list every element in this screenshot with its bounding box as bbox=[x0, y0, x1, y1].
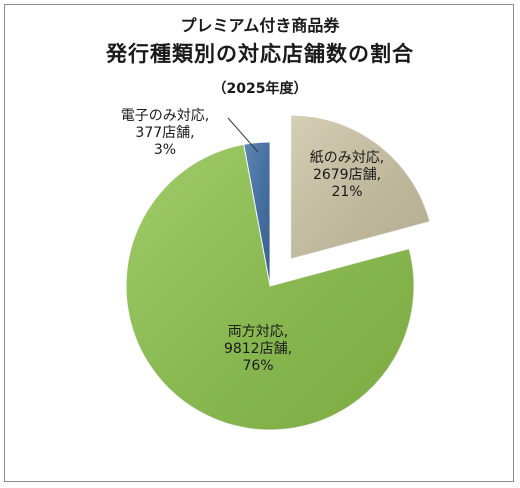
leader-line bbox=[227, 117, 259, 153]
chart-subtitle: 発行種類別の対応店舗数の割合 bbox=[106, 42, 414, 66]
data-label-line: 76% bbox=[242, 358, 273, 374]
data-label-line: 21% bbox=[331, 184, 362, 200]
chart-period: （2025年度） bbox=[212, 81, 308, 97]
data-label-electronic-only: 電子のみ対応, 377店舗, 3% bbox=[121, 108, 209, 158]
data-label-line: 377店舗, bbox=[135, 125, 194, 141]
data-label-line: 紙のみ対応, bbox=[310, 150, 384, 166]
data-label-both: 両方対応, 9812店舗, 76% bbox=[224, 324, 292, 374]
data-label-line: 電子のみ対応, bbox=[121, 108, 209, 124]
data-label-line: 2679店舗, bbox=[313, 167, 381, 183]
chart-title: プレミアム付き商品券 bbox=[180, 16, 340, 35]
data-label-paper-only: 紙のみ対応, 2679店舗, 21% bbox=[310, 150, 384, 200]
pie-slices bbox=[125, 114, 431, 431]
slice-labels: 電子のみ対応, 377店舗, 3% 紙のみ対応, 2679店舗, 21% 両方対応, 9812… bbox=[121, 108, 384, 374]
data-label-line: 9812店舗, bbox=[224, 341, 292, 357]
data-label-line: 両方対応, bbox=[228, 324, 288, 340]
data-label-line: 3% bbox=[154, 142, 176, 158]
pie-slice-shading-paper-only bbox=[290, 115, 430, 260]
pie-slice-shading-both bbox=[125, 144, 414, 430]
